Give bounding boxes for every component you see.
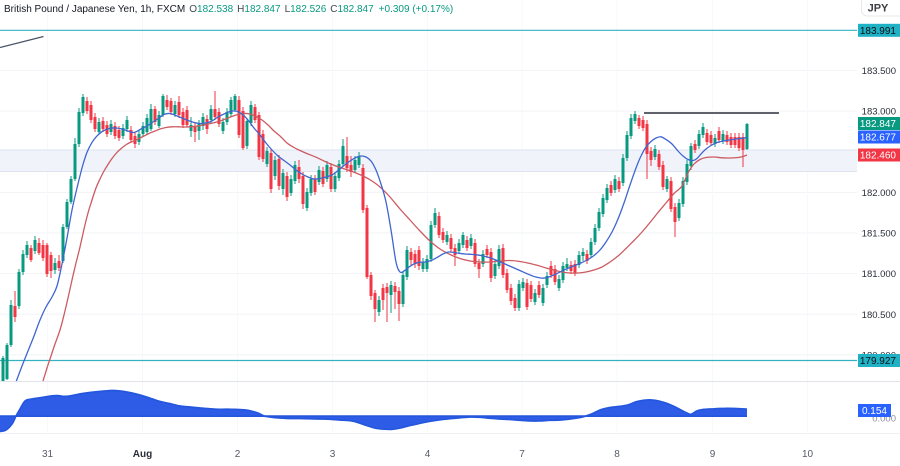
svg-text:8: 8 (614, 449, 620, 460)
svg-text:7: 7 (519, 449, 525, 460)
svg-text:British Pound / Japanese Yen,: British Pound / Japanese Yen, 1h, FXCMO1… (4, 4, 453, 15)
svg-text:181.500: 181.500 (862, 229, 896, 240)
svg-text:183.000: 183.000 (862, 107, 896, 118)
svg-text:182.847: 182.847 (860, 119, 897, 130)
svg-text:2: 2 (235, 449, 241, 460)
svg-text:180.500: 180.500 (862, 310, 896, 321)
svg-text:182.460: 182.460 (860, 151, 897, 162)
svg-text:JPY: JPY (868, 3, 889, 15)
svg-text:10: 10 (802, 449, 814, 460)
svg-text:31: 31 (42, 449, 54, 460)
svg-text:181.000: 181.000 (862, 269, 896, 280)
svg-text:9: 9 (710, 449, 716, 460)
svg-text:182.677: 182.677 (860, 133, 897, 144)
svg-text:3: 3 (330, 449, 336, 460)
svg-text:179.927: 179.927 (860, 356, 897, 367)
svg-text:Aug: Aug (133, 449, 152, 460)
svg-text:4: 4 (425, 449, 431, 460)
svg-text:183.991: 183.991 (860, 26, 897, 37)
svg-text:183.500: 183.500 (862, 66, 896, 77)
svg-text:182.000: 182.000 (862, 188, 896, 199)
svg-text:0.154: 0.154 (862, 406, 887, 417)
